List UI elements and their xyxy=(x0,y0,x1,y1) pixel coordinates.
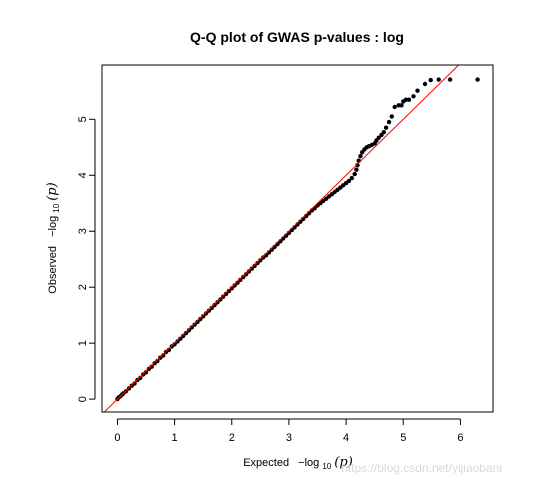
data-point xyxy=(172,342,177,347)
data-point xyxy=(175,339,180,344)
y-tick-label: 3 xyxy=(77,228,89,234)
x-axis-label-prefix: Expected xyxy=(243,457,289,469)
data-point xyxy=(166,347,172,353)
data-point xyxy=(181,333,186,339)
y-tick-label: 4 xyxy=(77,172,89,178)
data-point xyxy=(255,260,260,266)
y-axis-label: Observed −log 10 (p) xyxy=(45,182,62,293)
x-axis-label-sub: 10 xyxy=(322,462,331,471)
data-point xyxy=(246,269,252,274)
x-axis: 0 1 2 3 4 5 6 xyxy=(114,418,463,444)
x-axis-label-var: (p) xyxy=(334,455,352,470)
y-axis-label-prefix: Observed xyxy=(47,246,59,294)
y-axis: 0 1 2 3 4 5 xyxy=(77,116,96,402)
data-point xyxy=(447,77,453,82)
data-point xyxy=(198,316,203,322)
data-point xyxy=(389,114,394,119)
points-layer xyxy=(115,77,480,402)
data-point xyxy=(355,163,360,168)
chart-title: Q-Q plot of GWAS p-values : log xyxy=(190,29,404,45)
data-point xyxy=(399,103,404,108)
data-point xyxy=(249,266,254,271)
data-point xyxy=(143,370,149,375)
data-point xyxy=(252,263,257,269)
data-point xyxy=(215,300,220,305)
data-point xyxy=(206,308,212,313)
data-point xyxy=(349,175,354,181)
data-point xyxy=(386,119,392,125)
data-point xyxy=(475,77,480,82)
x-tick-label: 6 xyxy=(457,432,463,444)
x-axis-label-expr: −log xyxy=(298,457,319,469)
data-point xyxy=(195,319,200,325)
data-point xyxy=(203,311,209,316)
x-tick-label: 5 xyxy=(400,432,406,444)
data-point xyxy=(155,358,160,364)
data-point xyxy=(212,302,217,308)
data-point xyxy=(132,381,137,386)
data-point xyxy=(238,277,243,283)
data-point xyxy=(226,288,232,294)
data-point xyxy=(183,330,189,336)
data-point xyxy=(358,154,363,159)
y-axis-label-var: (p) xyxy=(45,182,60,200)
y-tick-label: 2 xyxy=(77,284,89,290)
data-point xyxy=(218,297,223,302)
data-point xyxy=(258,258,263,263)
data-point xyxy=(352,171,357,177)
data-point xyxy=(436,77,441,82)
data-point xyxy=(209,305,214,311)
y-tick-label: 5 xyxy=(77,116,89,122)
data-point xyxy=(201,314,206,319)
reference-line-layer xyxy=(103,65,460,412)
data-point xyxy=(411,94,416,99)
data-point xyxy=(383,125,389,130)
x-tick-label: 4 xyxy=(343,432,349,444)
data-point xyxy=(422,81,428,87)
data-point xyxy=(223,291,229,297)
data-point xyxy=(346,178,352,184)
data-point xyxy=(221,294,226,299)
x-tick-label: 1 xyxy=(172,432,178,444)
data-point xyxy=(192,322,197,327)
data-point xyxy=(229,286,234,291)
reference-line xyxy=(103,65,460,412)
data-point xyxy=(428,77,433,83)
y-tick-label: 0 xyxy=(77,396,89,402)
data-point xyxy=(149,364,154,369)
data-point xyxy=(381,130,386,135)
watermark-text: https://blog.csdn.net/yijiaobani xyxy=(341,461,502,475)
data-point xyxy=(189,325,194,330)
data-point xyxy=(161,353,166,358)
x-tick-label: 2 xyxy=(229,432,235,444)
data-point xyxy=(406,97,412,102)
y-tick-label: 1 xyxy=(77,340,89,346)
data-point xyxy=(186,328,192,333)
data-point xyxy=(138,375,143,381)
data-point xyxy=(376,135,381,140)
data-point xyxy=(392,104,397,110)
data-point xyxy=(415,88,420,93)
data-point xyxy=(235,280,240,285)
plot-box xyxy=(101,64,494,413)
y-axis-label-expr: −log xyxy=(47,216,59,237)
data-point xyxy=(354,167,359,172)
x-tick-label: 0 xyxy=(114,432,120,444)
x-tick-label: 3 xyxy=(286,432,292,444)
data-point xyxy=(178,336,183,341)
data-point xyxy=(241,274,246,280)
data-point xyxy=(232,283,237,288)
y-axis-label-sub: 10 xyxy=(52,203,61,212)
x-axis-label: Expected −log 10 (p) xyxy=(243,455,353,472)
data-point xyxy=(243,272,249,277)
